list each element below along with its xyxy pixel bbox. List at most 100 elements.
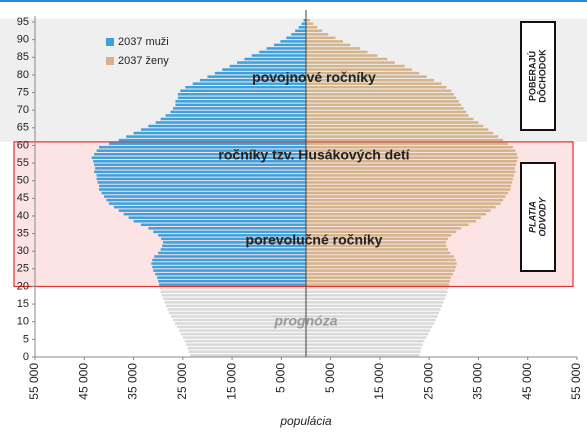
bar	[244, 57, 306, 61]
bar	[306, 128, 489, 131]
bar	[306, 286, 449, 290]
annotation: porevolučné ročníky	[246, 231, 383, 247]
bar	[200, 78, 306, 82]
bar	[94, 152, 306, 156]
y-tick-label: 15	[17, 298, 29, 310]
bar	[106, 198, 306, 202]
bar	[306, 18, 310, 22]
bar	[306, 54, 378, 57]
bar	[280, 40, 306, 43]
bar	[306, 68, 412, 71]
bar	[306, 61, 395, 64]
x-tick-label: 35 000	[471, 363, 485, 400]
bar	[94, 170, 306, 174]
y-tick-label: 25	[17, 263, 29, 275]
bar	[306, 75, 427, 78]
bar	[306, 304, 442, 308]
bar	[99, 188, 307, 191]
bar	[96, 174, 306, 177]
bar	[306, 152, 517, 156]
bar	[162, 244, 306, 248]
bar	[306, 135, 499, 138]
bar	[306, 262, 457, 265]
bar	[306, 223, 469, 227]
legend-label: 2037 ženy	[118, 55, 169, 67]
bar	[306, 318, 436, 322]
bar	[169, 311, 306, 315]
bar	[306, 78, 435, 82]
bar	[123, 212, 306, 216]
bar	[306, 255, 454, 258]
top-border	[0, 0, 587, 2]
bar	[306, 114, 469, 117]
bar	[95, 167, 306, 170]
y-tick-label: 40	[17, 210, 29, 222]
x-tick-label: 55 000	[27, 363, 41, 400]
bar	[306, 244, 447, 248]
bar	[96, 149, 306, 152]
bar	[155, 121, 306, 124]
bar	[182, 336, 306, 339]
bar	[306, 40, 343, 43]
y-tick-label: 60	[17, 139, 29, 151]
bar	[306, 209, 491, 212]
bar	[177, 93, 306, 96]
y-tick-label: 5	[23, 333, 29, 345]
bar	[273, 43, 306, 47]
bar	[306, 191, 509, 195]
bar	[153, 230, 306, 234]
bar	[157, 276, 306, 279]
x-tick-label: 15 000	[224, 363, 238, 400]
bar	[303, 18, 306, 22]
bar	[152, 265, 306, 269]
bar	[170, 110, 306, 114]
bar	[306, 33, 329, 36]
bar	[229, 64, 306, 68]
bar	[306, 336, 427, 339]
bar	[295, 29, 306, 33]
bar	[306, 230, 457, 234]
band-label-box	[520, 162, 556, 272]
bar	[306, 71, 420, 75]
bar	[306, 89, 452, 93]
bar	[186, 343, 306, 346]
bar	[103, 195, 307, 198]
bar	[306, 212, 486, 216]
bar	[306, 343, 423, 346]
bar	[158, 251, 306, 255]
bar	[306, 339, 425, 343]
bar	[306, 142, 509, 145]
x-tick-label: 45 000	[76, 363, 90, 400]
bar	[306, 124, 484, 128]
bar	[188, 350, 306, 353]
bar	[306, 156, 518, 160]
bar	[214, 71, 306, 75]
bar	[155, 272, 306, 276]
bar	[108, 202, 306, 205]
bar	[306, 181, 512, 184]
y-tick-label: 65	[17, 122, 29, 134]
bar	[237, 61, 306, 64]
bar	[301, 22, 306, 26]
bar	[163, 297, 306, 301]
bar	[306, 237, 448, 241]
bar	[306, 22, 314, 26]
legend-swatch	[106, 57, 114, 65]
bar	[222, 68, 306, 71]
bar	[306, 283, 449, 286]
bar	[99, 184, 307, 188]
bar	[159, 283, 306, 286]
bar	[306, 294, 447, 297]
bar	[306, 93, 454, 96]
bar	[306, 100, 459, 103]
x-tick-label: 5 000	[274, 363, 288, 393]
bar	[306, 265, 456, 269]
bar	[306, 188, 511, 191]
x-tick-label: 25 000	[175, 363, 189, 400]
bar	[174, 322, 306, 325]
bar	[306, 234, 452, 237]
bar	[96, 177, 306, 181]
forecast-label: prognóza	[274, 312, 338, 328]
bar	[306, 346, 422, 350]
